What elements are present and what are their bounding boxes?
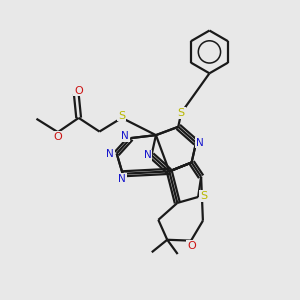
Text: N: N xyxy=(118,174,126,184)
Text: N: N xyxy=(196,138,204,148)
Text: N: N xyxy=(144,150,152,160)
Text: S: S xyxy=(200,191,207,201)
Text: N: N xyxy=(106,148,114,159)
Text: O: O xyxy=(53,132,62,142)
Text: S: S xyxy=(178,108,185,118)
Text: O: O xyxy=(74,85,83,96)
Text: O: O xyxy=(187,241,196,251)
Text: S: S xyxy=(118,110,125,121)
Text: N: N xyxy=(122,131,129,141)
